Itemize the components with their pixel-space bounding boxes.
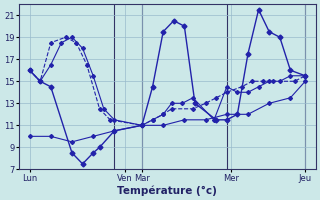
X-axis label: Température (°c): Température (°c) — [117, 185, 217, 196]
